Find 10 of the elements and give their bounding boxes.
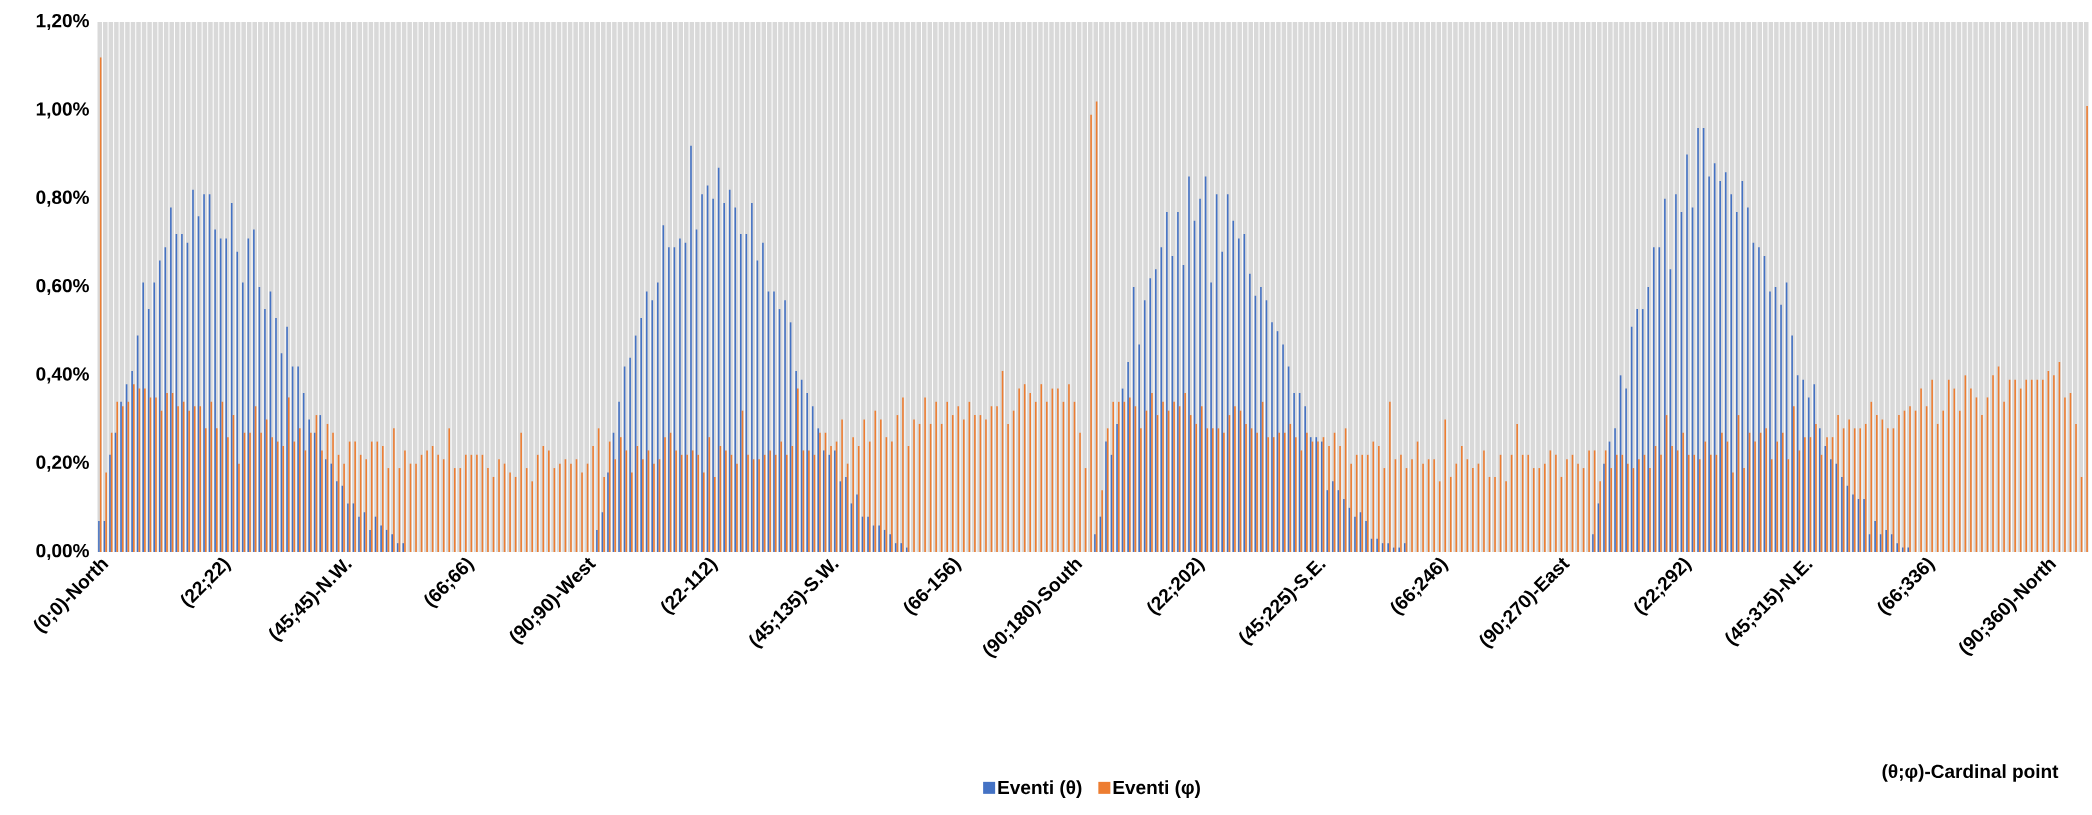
legend-label: Eventi (φ) xyxy=(1113,780,1200,798)
legend-label: Eventi (θ) xyxy=(998,780,1082,798)
y-tick-label: 1,20% xyxy=(36,13,89,31)
y-tick-label: 1,00% xyxy=(36,102,89,119)
y-tick-label: 0,20% xyxy=(36,455,89,472)
y-tick-label: 0,60% xyxy=(36,278,89,296)
y-tick-label: 0,40% xyxy=(36,367,89,384)
text: (θ;φ)-Cardinal point xyxy=(1882,764,2059,782)
y-tick-label: 0,00% xyxy=(36,543,89,561)
y-tick-label: 0,80% xyxy=(36,190,89,207)
